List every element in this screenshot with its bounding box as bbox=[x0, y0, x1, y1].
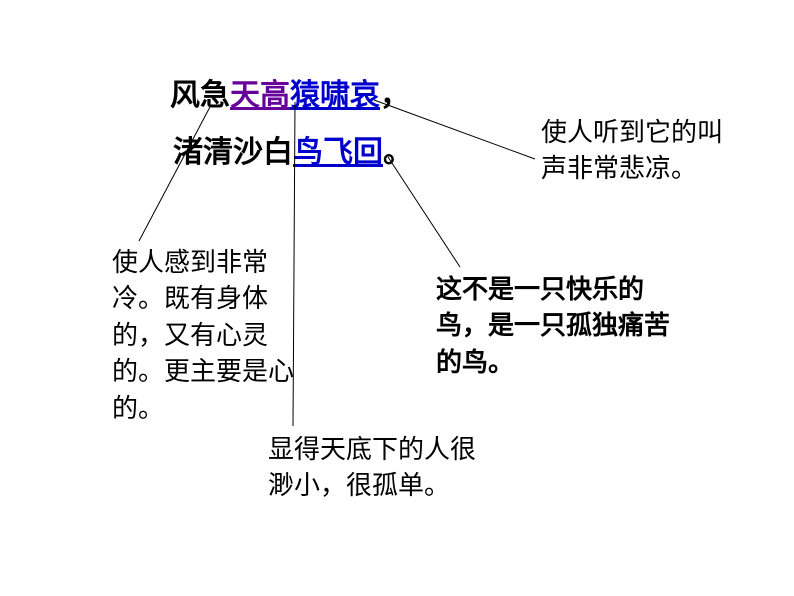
poem1-purple: 天高 bbox=[230, 79, 290, 112]
annotation-cry-sad: 使人听到它的叫声非常悲凉。 bbox=[541, 115, 731, 188]
line-fengji bbox=[139, 105, 211, 241]
poem-line-2: 渚清沙白鸟飞回。 bbox=[173, 127, 413, 171]
poem-line-1: 风急天高猿啸哀， bbox=[170, 70, 410, 114]
poem1-blue: 猿啸哀 bbox=[290, 79, 380, 112]
poem1-suffix: ， bbox=[380, 79, 410, 112]
annotation-cold: 使人感到非常冷。既有身体的，又有心灵的。更主要是心的。 bbox=[112, 245, 312, 427]
poem1-prefix: 风急 bbox=[170, 79, 230, 112]
annotation-lonely-bird: 这不是一只快乐的鸟，是一只孤独痛苦的鸟。 bbox=[436, 272, 691, 381]
poem2-suffix: 。 bbox=[383, 136, 413, 169]
poem2-prefix: 渚清沙白 bbox=[173, 136, 293, 169]
line-niaofei bbox=[388, 157, 460, 267]
annotation-small-person: 显得天底下的人很渺小，很孤单。 bbox=[268, 432, 478, 505]
poem2-blue: 鸟飞回 bbox=[293, 136, 383, 169]
